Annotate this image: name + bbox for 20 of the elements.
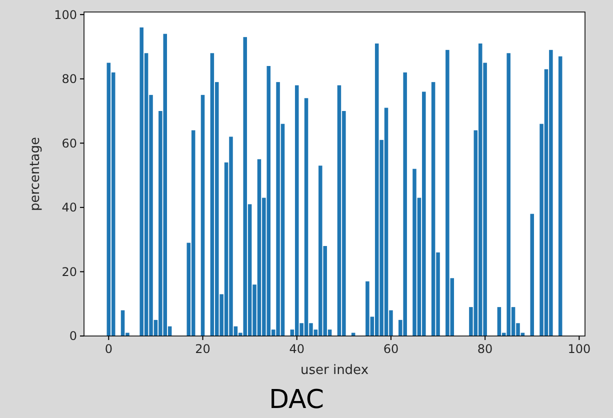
y-tick-label: 60 bbox=[62, 136, 77, 150]
bar bbox=[530, 214, 534, 336]
text: DAC bbox=[268, 385, 324, 415]
y-tick-label: 80 bbox=[62, 72, 77, 86]
x-tick-label: 20 bbox=[195, 342, 210, 356]
bar bbox=[191, 130, 196, 336]
y-tick-label: 40 bbox=[62, 200, 77, 215]
bar bbox=[200, 94, 205, 336]
y-tick-label: 20 bbox=[62, 264, 77, 279]
x-tick-label: 60 bbox=[383, 342, 399, 356]
y-tick-label: 100 bbox=[54, 8, 77, 22]
bar bbox=[558, 56, 562, 336]
x-tick-label: 0 bbox=[104, 342, 112, 356]
bar bbox=[106, 62, 111, 336]
x-axis-title: user index bbox=[300, 363, 369, 378]
x-tick-label: 80 bbox=[477, 342, 493, 356]
x-tick-label: 40 bbox=[289, 342, 304, 356]
y-tick-label: 0 bbox=[69, 329, 77, 344]
x-tick-label: 100 bbox=[568, 342, 591, 356]
y-axis-title: percentage bbox=[28, 136, 43, 212]
